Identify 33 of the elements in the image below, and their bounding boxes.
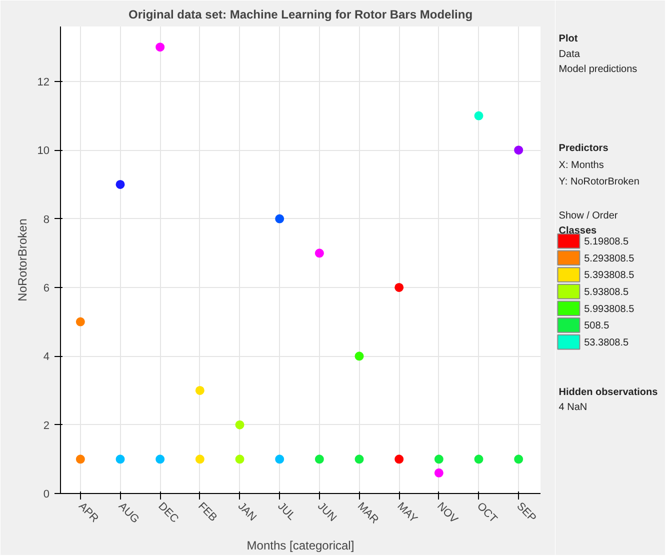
legend-label: 53.3808.5 — [584, 338, 630, 349]
text: Show / Order — [558, 210, 618, 222]
legend-label: 508.5 — [584, 320, 610, 332]
legend-title: Classes — [558, 225, 598, 236]
text: Data — [558, 48, 580, 60]
y-tick-label: 0 — [43, 488, 50, 500]
y-tick-label: 2 — [43, 420, 50, 432]
text: Hidden observations — [558, 387, 658, 398]
legend-label: 5.393808.5 — [584, 270, 635, 282]
chart-title: Original data set: Machine Learning for Rotor Bars Modeling — [128, 8, 473, 22]
y-tick-label: 4 — [43, 351, 50, 364]
y-tick-label: 6 — [43, 282, 50, 294]
legend-label: 5.19808.5 — [584, 236, 630, 248]
legend-label: 5.293808.5 — [584, 253, 635, 264]
text: Model predictions — [558, 64, 638, 75]
y-tick-label: 8 — [43, 214, 50, 226]
x-axis-title: Months [categorical] — [246, 538, 354, 552]
text: 4 NaN — [558, 402, 588, 414]
x-tick-label: JUL — [275, 500, 298, 523]
text: X: Months — [558, 160, 604, 171]
x-tick-label: JUN — [315, 500, 339, 524]
legend-label: 5.993808.5 — [584, 304, 635, 315]
x-tick-label: FEB — [196, 500, 220, 524]
x-tick-label: JAN — [235, 500, 259, 524]
y-tick-label: 12 — [37, 76, 50, 88]
legend-label: 5.93808.5 — [584, 287, 630, 298]
x-tick-label: SEP — [514, 500, 538, 524]
text: Predictors — [558, 143, 609, 154]
text: Y: NoRotorBroken — [558, 176, 640, 188]
y-tick-label: 10 — [37, 145, 50, 158]
y-axis-title: NoRotorBroken — [15, 218, 30, 302]
x-tick-label: OCT — [474, 500, 500, 526]
text: Plot — [558, 34, 578, 45]
